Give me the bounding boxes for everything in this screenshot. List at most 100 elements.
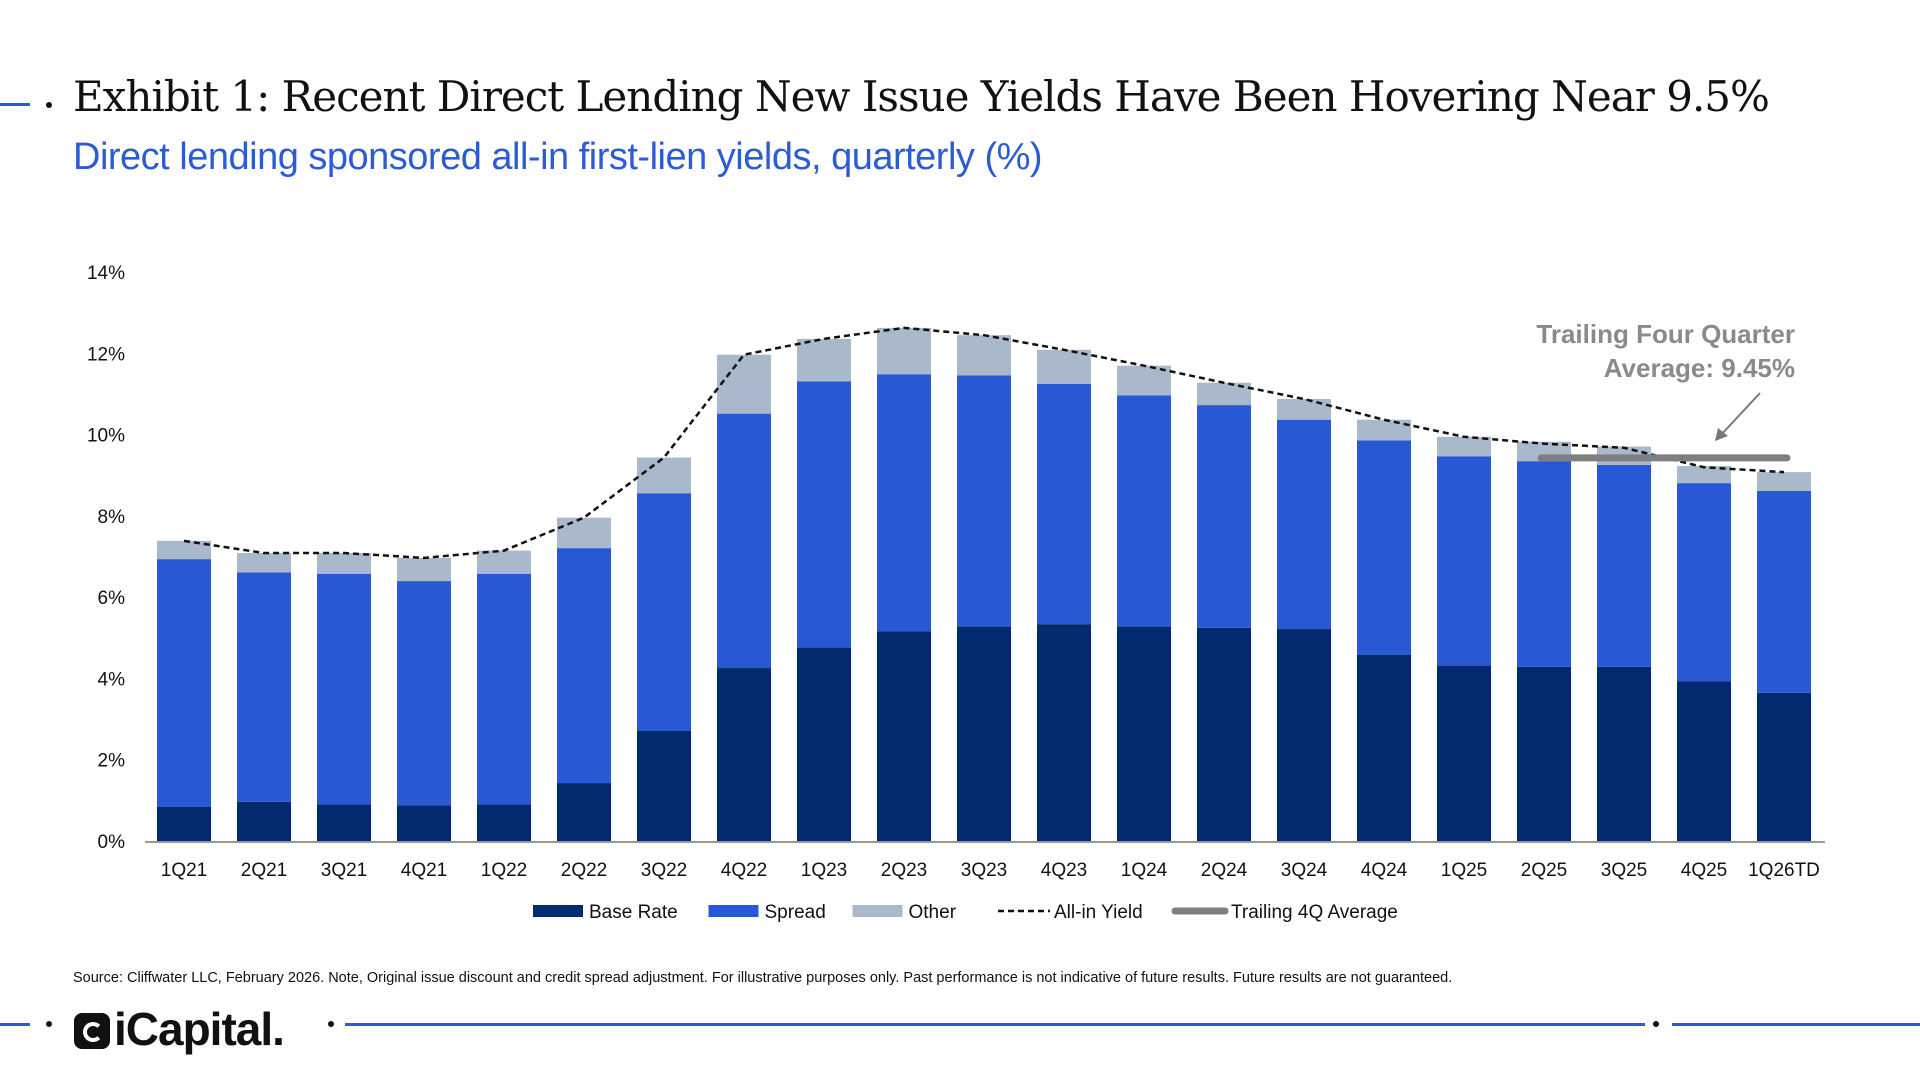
- bar-spread: [397, 581, 451, 806]
- footer-dot: [1653, 1021, 1659, 1027]
- bar-spread: [1677, 483, 1731, 682]
- y-tick-label: 10%: [87, 426, 125, 447]
- bar-spread: [877, 374, 931, 632]
- logo-mark-icon: [74, 1013, 110, 1049]
- x-tick-label: 4Q22: [721, 860, 767, 881]
- bar-spread: [717, 413, 771, 669]
- bar-base-rate: [877, 631, 931, 842]
- bar-base-rate: [637, 730, 691, 842]
- bar-spread: [1517, 461, 1571, 667]
- bar-base-rate: [1117, 626, 1171, 842]
- bar-other: [157, 540, 211, 560]
- bar-spread: [1357, 440, 1411, 655]
- legend-swatch: [708, 905, 759, 917]
- all-in-yield-line: [183, 326, 1785, 560]
- legend-label: Trailing 4Q Average: [1231, 902, 1398, 923]
- bar-other: [557, 517, 611, 549]
- annotation-line2: Average: 9.45%: [1604, 353, 1795, 383]
- bar-other: [877, 327, 931, 375]
- x-tick-label: 1Q22: [481, 860, 527, 881]
- x-tick-label: 3Q25: [1601, 860, 1647, 881]
- x-tick-label: 2Q24: [1201, 860, 1248, 881]
- bar-base-rate: [317, 804, 371, 842]
- bar-other: [1037, 349, 1091, 384]
- y-tick-label: 2%: [98, 751, 126, 772]
- x-tick-label: 2Q25: [1521, 860, 1567, 881]
- bar-spread: [1117, 395, 1171, 627]
- x-tick-label: 2Q21: [241, 860, 287, 881]
- bar-other: [237, 553, 291, 573]
- legend-label: Other: [909, 902, 957, 923]
- x-tick-label: 4Q25: [1681, 860, 1727, 881]
- y-tick-label: 6%: [98, 588, 126, 609]
- bar-base-rate: [237, 801, 291, 842]
- y-tick-label: 8%: [98, 507, 126, 528]
- annotation-line1: Trailing Four Quarter: [1536, 319, 1795, 349]
- bar-base-rate: [477, 804, 531, 842]
- bar-other: [1277, 398, 1331, 420]
- footer-rule: [1672, 1023, 1920, 1026]
- x-tick-label: 2Q22: [561, 860, 607, 881]
- bar-spread: [1037, 383, 1091, 625]
- legend-swatch: [852, 905, 903, 917]
- x-tick-label: 1Q21: [161, 860, 207, 881]
- bar-base-rate: [1037, 624, 1091, 842]
- bar-spread: [637, 493, 691, 731]
- x-tick-label: 3Q23: [961, 860, 1007, 881]
- bar-other: [797, 338, 851, 382]
- source-note: Source: Cliffwater LLC, February 2026. N…: [73, 970, 1453, 986]
- bar-base-rate: [557, 783, 611, 842]
- bar-base-rate: [397, 805, 451, 842]
- y-tick-label: 12%: [87, 344, 125, 365]
- bar-base-rate: [1197, 627, 1251, 842]
- page-title: Exhibit 1: Recent Direct Lending New Iss…: [73, 72, 1770, 121]
- legend-label: Base Rate: [589, 902, 678, 923]
- bar-spread: [1437, 456, 1491, 666]
- bar-spread: [1277, 419, 1331, 630]
- bar-base-rate: [797, 647, 851, 842]
- bar-other: [717, 354, 771, 414]
- bar-other: [317, 553, 371, 574]
- bar-spread: [317, 573, 371, 805]
- bar-other: [1677, 466, 1731, 484]
- bar-base-rate: [1757, 692, 1811, 842]
- x-tick-label: 3Q24: [1281, 860, 1328, 881]
- bar-other: [397, 557, 451, 582]
- logo-text: iCapital.: [114, 1003, 285, 1055]
- bar-other: [1437, 436, 1491, 457]
- bar-base-rate: [957, 626, 1011, 842]
- bar-base-rate: [1277, 629, 1331, 842]
- footer-dash: [0, 1023, 30, 1026]
- stacked-bar-chart: 0% 2% 4% 6% 8% 10% 12% 14% 1Q21 2Q21 3Q21 4Q21 1Q22 2…: [87, 263, 1825, 923]
- bar-base-rate: [157, 806, 211, 842]
- bar-spread: [1197, 405, 1251, 628]
- legend-label: Spread: [765, 902, 826, 923]
- y-tick-label: 4%: [98, 669, 126, 690]
- y-tick-label: 14%: [87, 263, 125, 284]
- page-subtitle: Direct lending sponsored all-in first-li…: [73, 136, 1043, 178]
- annotation-arrow: [1719, 392, 1761, 437]
- bar-spread: [477, 573, 531, 805]
- legend-swatch: [533, 905, 583, 917]
- bar-spread: [237, 572, 291, 802]
- x-tick-label: 1Q25: [1441, 860, 1487, 881]
- bar-other: [1757, 472, 1811, 491]
- bar-other: [1357, 419, 1411, 441]
- bar-spread: [1597, 464, 1651, 667]
- bar-base-rate: [717, 668, 771, 842]
- bar-other: [957, 335, 1011, 376]
- y-tick-label: 0%: [98, 832, 126, 853]
- bar-base-rate: [1677, 681, 1731, 842]
- x-tick-label: 4Q23: [1041, 860, 1087, 881]
- bar-other: [637, 457, 691, 494]
- x-tick-label: 4Q21: [401, 860, 447, 881]
- x-tick-label: 1Q23: [801, 860, 847, 881]
- x-tick-label: 1Q26TD: [1748, 860, 1820, 881]
- x-tick-label: 4Q24: [1361, 860, 1408, 881]
- bar-spread: [1757, 490, 1811, 693]
- bar-spread: [957, 375, 1011, 627]
- bar-base-rate: [1357, 654, 1411, 842]
- accent-dash: [0, 103, 30, 106]
- x-tick-label: 2Q23: [881, 860, 927, 881]
- x-tick-label: 3Q22: [641, 860, 687, 881]
